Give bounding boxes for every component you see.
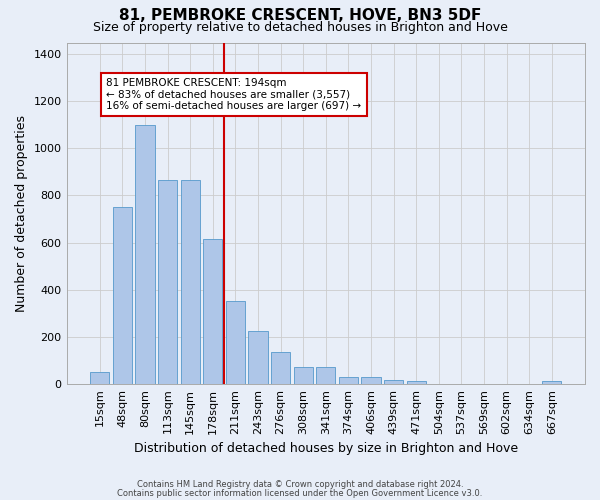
Bar [361,376,380,384]
Bar [407,382,426,384]
Bar [113,208,132,384]
Bar [158,180,177,384]
Bar [181,180,200,384]
Bar [203,239,223,384]
Y-axis label: Number of detached properties: Number of detached properties [15,114,28,312]
Text: Contains HM Land Registry data © Crown copyright and database right 2024.: Contains HM Land Registry data © Crown c… [137,480,463,489]
Text: Size of property relative to detached houses in Brighton and Hove: Size of property relative to detached ho… [92,21,508,34]
Bar [293,368,313,384]
Text: 81, PEMBROKE CRESCENT, HOVE, BN3 5DF: 81, PEMBROKE CRESCENT, HOVE, BN3 5DF [119,8,481,22]
Bar [226,302,245,384]
Text: Contains public sector information licensed under the Open Government Licence v3: Contains public sector information licen… [118,488,482,498]
Text: 81 PEMBROKE CRESCENT: 194sqm
← 83% of detached houses are smaller (3,557)
16% of: 81 PEMBROKE CRESCENT: 194sqm ← 83% of de… [106,78,362,111]
Bar [542,382,562,384]
Bar [339,376,358,384]
Bar [384,380,403,384]
Bar [271,352,290,384]
Bar [90,372,109,384]
Bar [316,368,335,384]
Bar [248,331,268,384]
X-axis label: Distribution of detached houses by size in Brighton and Hove: Distribution of detached houses by size … [134,442,518,455]
Bar [136,125,155,384]
